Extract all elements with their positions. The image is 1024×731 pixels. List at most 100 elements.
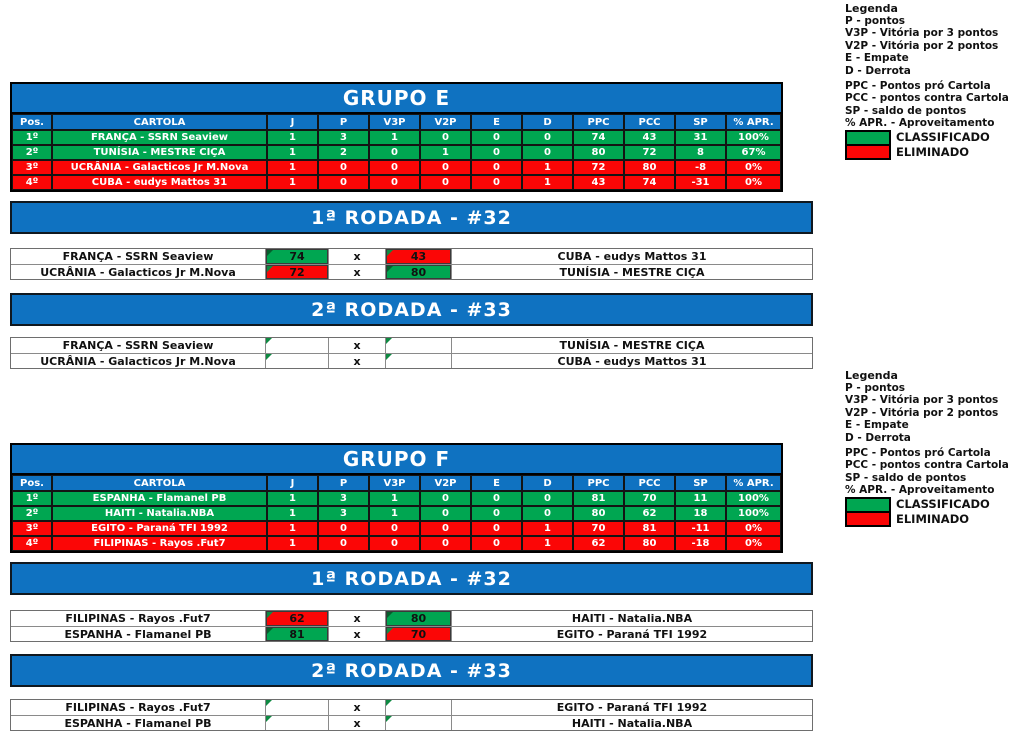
stat-cell-v3p: 1 [369,491,420,506]
col-header-v2p: V2P [420,475,471,491]
eliminado-swatch [845,144,891,160]
standings-table-group-f: GRUPO F Pos. CARTOLA J P V3P V2P E D PPC… [10,443,783,553]
away-score-cell: 80 [386,611,451,626]
round-banner: 2ª RODADA - #33 [10,654,813,687]
stat-cell-pcc: 81 [624,521,675,536]
legend-item-ppc: PPC - Pontos pró Cartola [845,80,991,93]
stat-cell-pcc: 43 [624,130,675,145]
stat-cell-ppc: 80 [573,506,624,521]
stat-cell-p: 3 [318,491,369,506]
stat-cell-pcc: 74 [624,175,675,190]
col-header-j: J [267,114,318,130]
legend-item-v3p: V3P - Vitória por 3 pontos [845,394,999,407]
away-team-cell: CUBA - eudys Mattos 31 [451,354,812,368]
stat-cell-j: 1 [267,160,318,175]
standings-row: 4º CUBA - eudys Mattos 31 1 0 0 0 0 1 43… [12,175,781,190]
home-team-cell: ESPANHA - Flamanel PB [11,627,266,641]
stat-cell-pcc: 80 [624,536,675,551]
stat-cell-sp: 31 [675,130,726,145]
stat-cell-p: 0 [318,536,369,551]
away-team-cell: CUBA - eudys Mattos 31 [451,249,812,264]
stat-cell-sp: 11 [675,491,726,506]
stat-cell-v3p: 0 [369,175,420,190]
stat-cell-d: 0 [522,145,573,160]
col-header-pos: Pos. [12,114,52,130]
home-score-cell: 62 [266,611,328,626]
col-header-pcc: PCC [624,475,675,491]
match-row: FILIPINAS - Rayos .Fut7 62 x 80 HAITI - … [11,611,812,626]
col-header-ppc: PPC [573,475,624,491]
home-team-cell: FILIPINAS - Rayos .Fut7 [11,611,266,626]
away-score-input-cell[interactable] [386,716,451,730]
stat-cell-apr: 100% [726,130,781,145]
stat-cell-sp: -31 [675,175,726,190]
legend-item-d: D - Derrota [845,64,911,77]
stat-cell-sp: -8 [675,160,726,175]
away-score-input-cell[interactable] [386,700,451,715]
legend-item-v2p: V2P - Vitória por 2 pontos [845,406,999,419]
stat-cell-e: 0 [471,130,522,145]
stat-cell-v2p: 0 [420,160,471,175]
col-header-cartola: CARTOLA [52,114,267,130]
versus-separator: x [328,354,386,368]
home-team-cell: FRANÇA - SSRN Seaview [11,338,266,353]
stat-cell-apr: 0% [726,536,781,551]
stat-cell-ppc: 80 [573,145,624,160]
col-header-j: J [267,475,318,491]
home-team-cell: ESPANHA - Flamanel PB [11,716,266,730]
classificado-swatch [845,129,891,145]
pos-cell: 2º [12,145,52,160]
stat-cell-d: 1 [522,536,573,551]
home-team-cell: FILIPINAS - Rayos .Fut7 [11,700,266,715]
legend-item-p: P - pontos [845,382,906,394]
stat-cell-apr: 67% [726,145,781,160]
home-score-input-cell[interactable] [266,354,328,368]
legend-eliminado-row: ELIMINADO [845,511,1023,527]
classificado-swatch [845,496,891,512]
stat-cell-sp: 18 [675,506,726,521]
match-row: FRANÇA - SSRN Seaview 74 x 43 CUBA - eud… [11,249,812,264]
eliminado-swatch [845,511,891,527]
stat-cell-d: 1 [522,175,573,190]
away-team-cell: EGITO - Paraná TFI 1992 [451,700,812,715]
away-score-input-cell[interactable] [386,338,451,353]
stat-cell-apr: 0% [726,521,781,536]
standings-row: 1º FRANÇA - SSRN Seaview 1 3 1 0 0 0 74 … [12,130,781,145]
cartola-cell: UCRÂNIA - Galacticos Jr M.Nova [52,160,267,175]
legend-item-apr: % APR. - Aproveitamento [845,117,995,130]
classificado-label: CLASSIFICADO [896,130,990,145]
col-header-apr: % APR. [726,114,781,130]
legend-item-p: P - pontos [845,15,906,27]
stat-cell-apr: 100% [726,506,781,521]
home-score-input-cell[interactable] [266,700,328,715]
versus-separator: x [328,700,386,715]
legend-item-d: D - Derrota [845,431,911,444]
home-score-cell: 74 [266,249,328,264]
stat-cell-d: 0 [522,130,573,145]
stat-cell-pcc: 80 [624,160,675,175]
stat-cell-apr: 0% [726,160,781,175]
stat-cell-apr: 0% [726,175,781,190]
home-score-input-cell[interactable] [266,338,328,353]
legend-item-apr: % APR. - Aproveitamento [845,484,995,497]
stat-cell-d: 0 [522,491,573,506]
stat-cell-j: 1 [267,175,318,190]
stat-cell-v3p: 0 [369,160,420,175]
col-header-v3p: V3P [369,114,420,130]
match-table: FRANÇA - SSRN Seaview x TUNÍSIA - MESTRE… [10,337,813,369]
eliminado-label: ELIMINADO [896,512,970,527]
stat-cell-ppc: 72 [573,160,624,175]
pos-cell: 4º [12,536,52,551]
away-score-input-cell[interactable] [386,354,451,368]
stat-cell-ppc: 43 [573,175,624,190]
stat-cell-j: 1 [267,491,318,506]
col-header-p: P [318,475,369,491]
away-team-cell: HAITI - Natalia.NBA [451,716,812,730]
round-banner: 1ª RODADA - #32 [10,201,813,234]
legend-item-sp: SP - saldo de pontos [845,104,967,117]
stat-cell-j: 1 [267,506,318,521]
col-header-pcc: PCC [624,114,675,130]
versus-separator: x [328,249,386,264]
pos-cell: 1º [12,491,52,506]
home-score-input-cell[interactable] [266,716,328,730]
